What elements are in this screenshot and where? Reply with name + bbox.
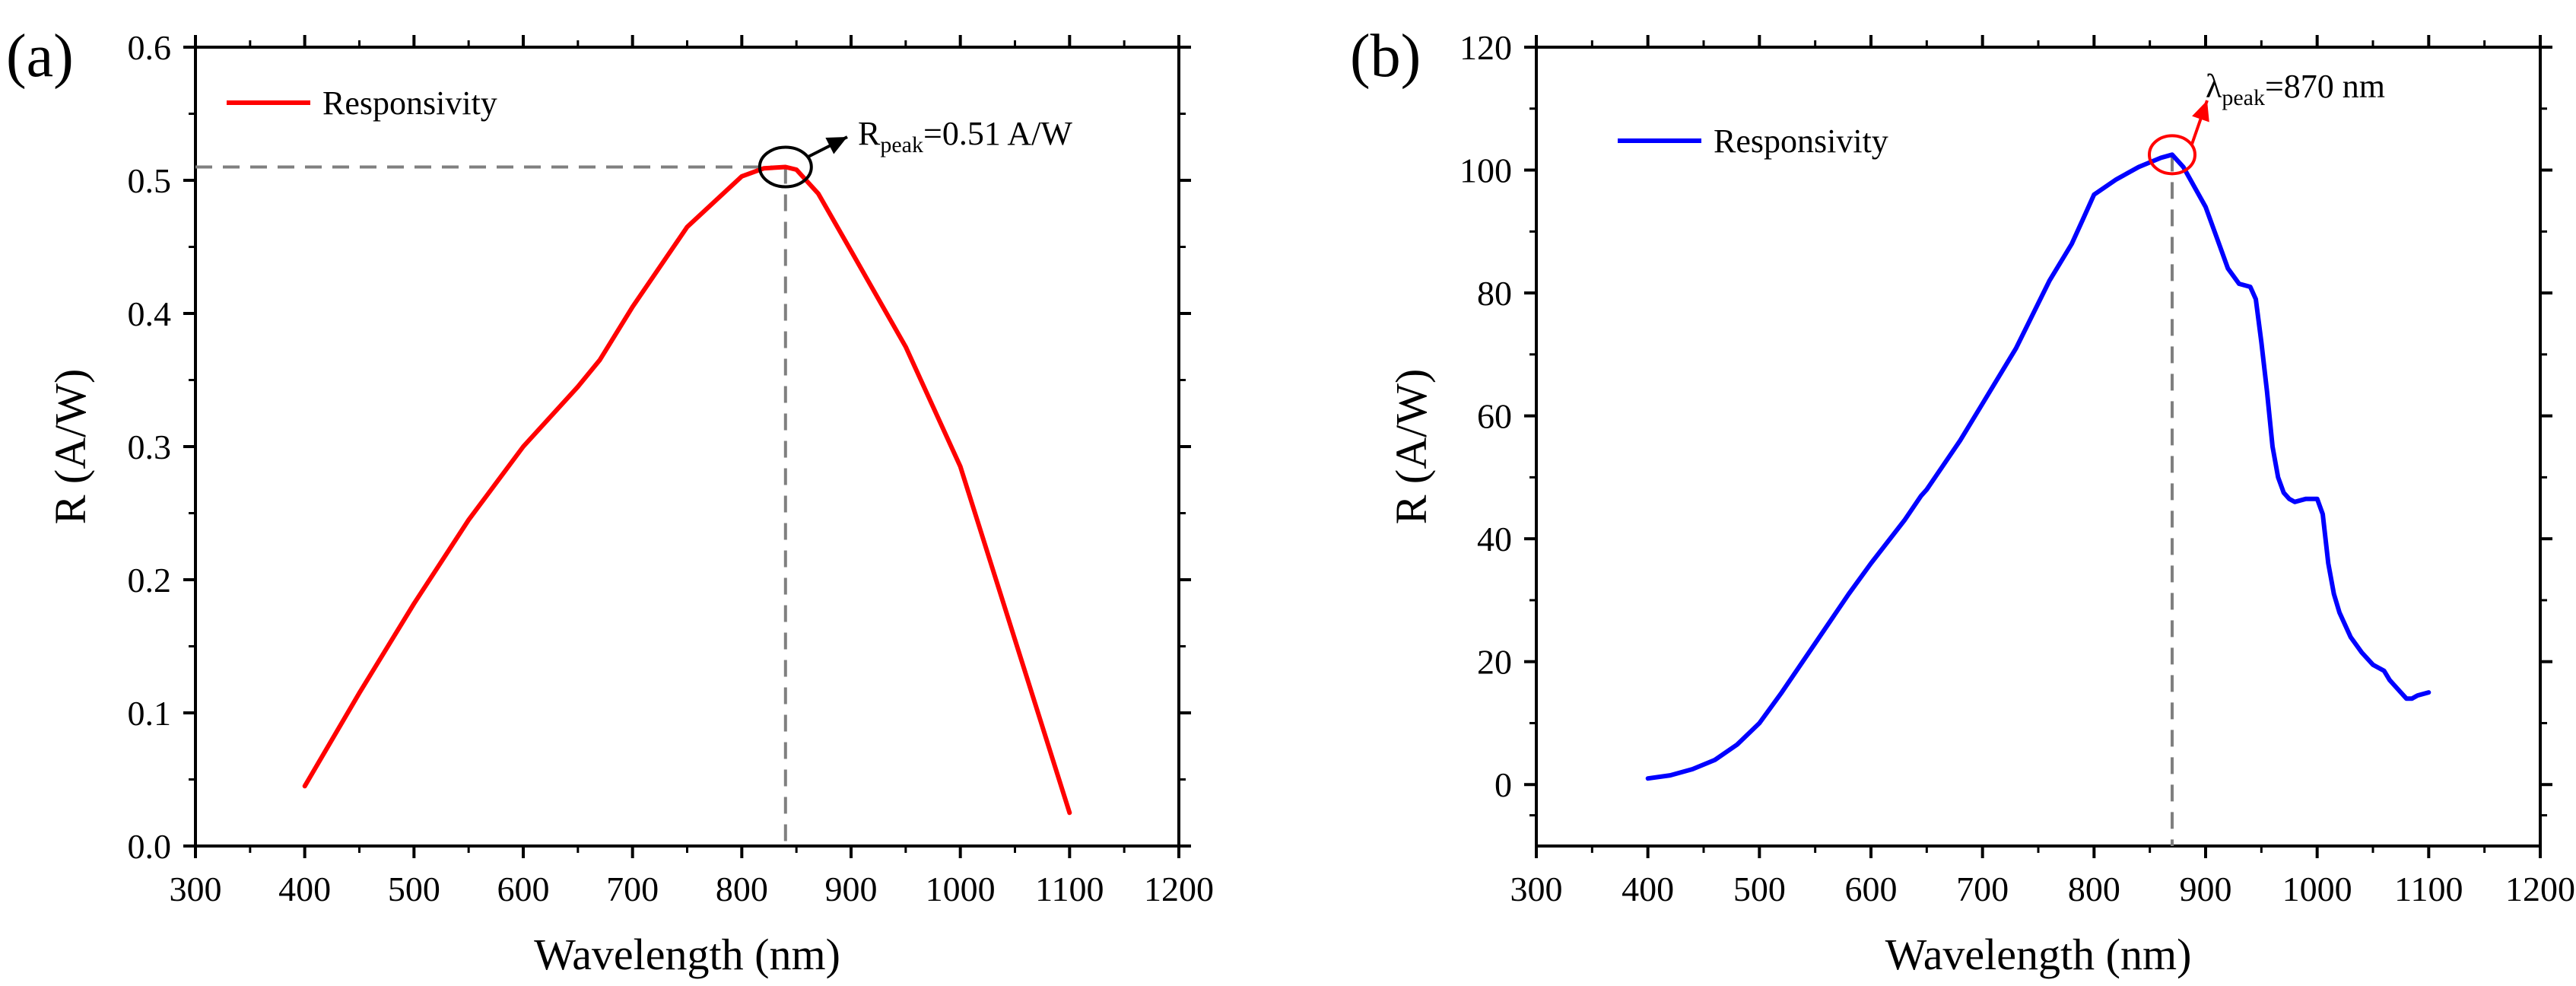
- y-tick-label: 0.1: [128, 694, 172, 733]
- x-tick-label: 300: [1510, 870, 1563, 908]
- panel-label: (b): [1350, 23, 1421, 90]
- y-tick-label: 20: [1477, 643, 1512, 682]
- x-tick-label: 1000: [926, 870, 996, 908]
- x-tick-label: 500: [388, 870, 440, 908]
- y-tick-label: 60: [1477, 397, 1512, 436]
- y-tick-label: 0.3: [128, 428, 172, 466]
- peak-annotation-label: λpeak=870 nm: [2206, 68, 2385, 110]
- legend-label: Responsivity: [1714, 122, 1888, 160]
- x-tick-label: 1000: [2282, 870, 2352, 908]
- x-tick-label: 1200: [1144, 870, 1214, 908]
- x-tick-label: 400: [278, 870, 331, 908]
- y-tick-label: 120: [1460, 28, 1512, 67]
- x-tick-label: 900: [2180, 870, 2232, 908]
- x-tick-label: 700: [1956, 870, 2009, 908]
- x-tick-label: 600: [1845, 870, 1898, 908]
- y-tick-label: 40: [1477, 520, 1512, 558]
- x-tick-label: 1100: [1035, 870, 1104, 908]
- y-axis-title: R (A/W): [1386, 369, 1436, 525]
- x-tick-label: 300: [170, 870, 222, 908]
- x-tick-label: 900: [825, 870, 878, 908]
- y-tick-label: 80: [1477, 274, 1512, 313]
- peak-annotation-label: Rpeak=0.51 A/W: [858, 115, 1072, 157]
- y-tick-label: 0: [1494, 765, 1512, 804]
- peak-marker-ellipse: [2148, 134, 2196, 176]
- y-axis-title: R (A/W): [46, 369, 95, 525]
- x-tick-label: 400: [1622, 870, 1674, 908]
- y-tick-label: 0.5: [128, 161, 172, 200]
- x-tick-label: 1100: [2394, 870, 2463, 908]
- x-axis-title: Wavelength (nm): [1885, 930, 2192, 979]
- series-line-responsivity: [1645, 152, 2431, 781]
- x-axis-title: Wavelength (nm): [534, 930, 840, 979]
- y-tick-label: 0.0: [128, 827, 172, 866]
- annotation-arrowhead: [825, 137, 847, 154]
- x-tick-label: 500: [1733, 870, 1786, 908]
- peak-marker-ellipse: [758, 145, 813, 189]
- plot-frame: [1535, 46, 2542, 848]
- x-tick-label: 800: [2068, 870, 2120, 908]
- y-tick-label: 0.6: [128, 28, 172, 67]
- x-tick-label: 800: [716, 870, 768, 908]
- y-tick-label: 0.4: [128, 294, 172, 333]
- chart-panel-a: 300 400 500 600 700 800 900 1000 1100 1200 0.0 0.1 0…: [6, 23, 1214, 979]
- panel-label: (a): [6, 23, 74, 90]
- x-tick-label: 600: [497, 870, 550, 908]
- annotation-arrowhead: [2192, 100, 2209, 122]
- series-line-responsivity: [302, 164, 1072, 816]
- y-tick-label: 100: [1460, 151, 1512, 190]
- chart-panel-b: 300 400 500 600 700 800 900 1000 1100 1200 0 20 40 60…: [1350, 23, 2575, 979]
- y-tick-label: 0.2: [128, 561, 172, 600]
- legend-label: Responsivity: [322, 84, 497, 122]
- x-tick-label: 1200: [2505, 870, 2575, 908]
- x-tick-label: 700: [606, 870, 659, 908]
